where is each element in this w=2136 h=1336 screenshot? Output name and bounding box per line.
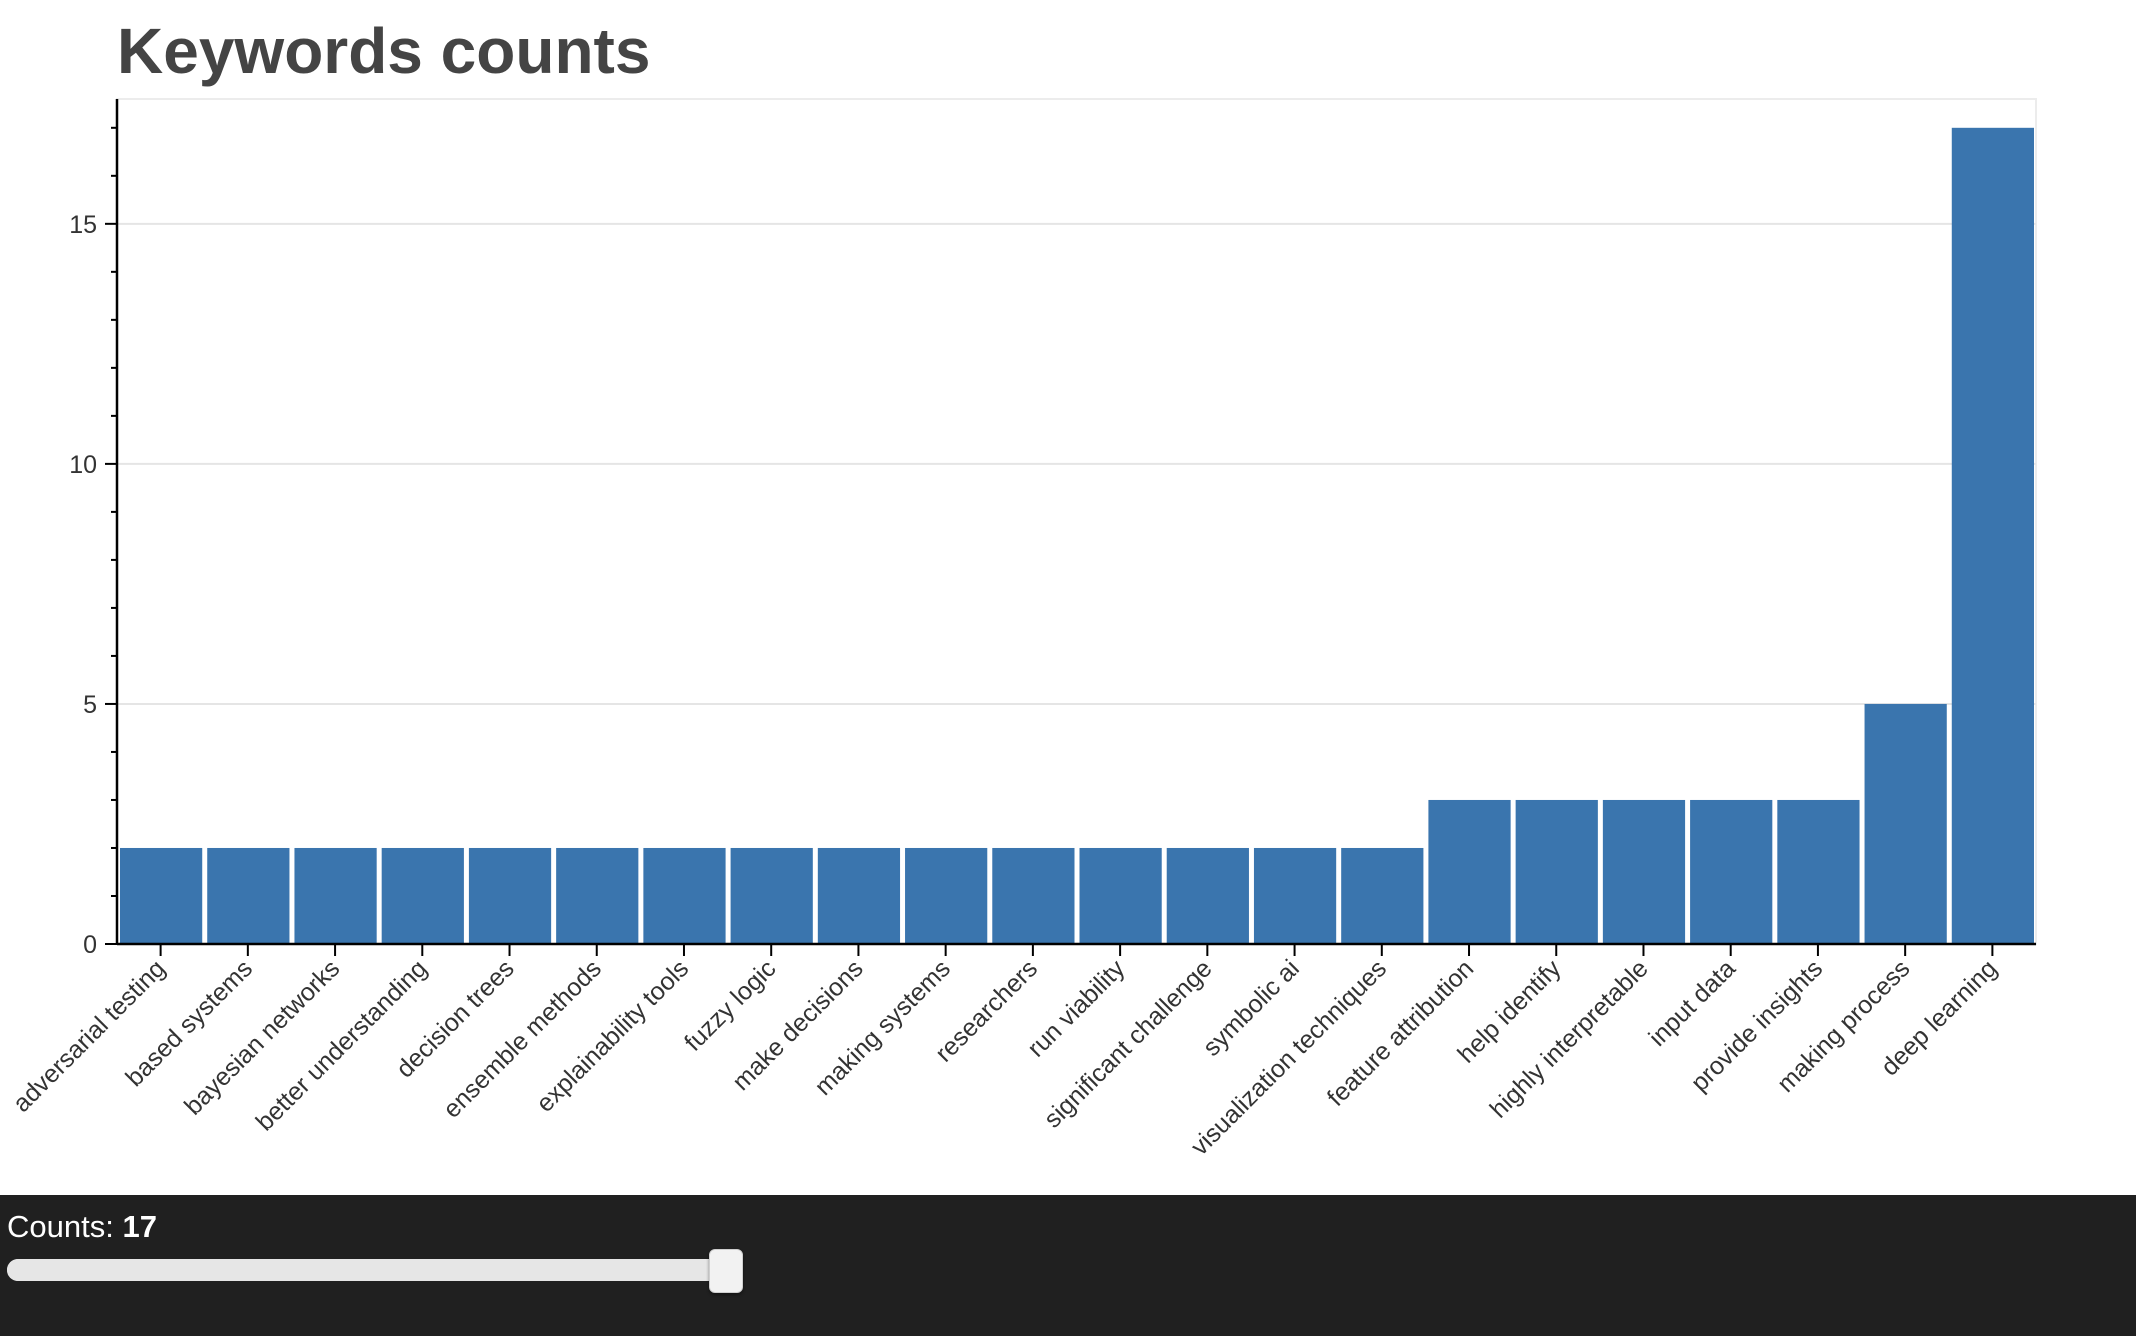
- counts-slider-fill: [7, 1259, 725, 1281]
- bar: [381, 847, 464, 944]
- bar: [1690, 799, 1773, 944]
- control-panel: Counts: 17: [0, 1195, 2136, 1336]
- x-tick-label: ensemble methods: [438, 954, 607, 1123]
- x-tick-label: significant challenge: [1039, 954, 1218, 1133]
- bar: [294, 847, 377, 944]
- counts-slider-label: Counts: 17: [7, 1209, 157, 1245]
- bar: [992, 847, 1075, 944]
- bar: [1777, 799, 1860, 944]
- bar: [1166, 847, 1249, 944]
- counts-slider-handle[interactable]: [709, 1249, 743, 1293]
- chart-title: Keywords counts: [117, 15, 651, 87]
- y-tick-label: 0: [83, 931, 97, 959]
- bars: [120, 127, 2034, 944]
- bar: [207, 847, 290, 944]
- bar: [1515, 799, 1598, 944]
- bar: [1341, 847, 1424, 944]
- x-tick-label: bayesian networks: [179, 954, 345, 1120]
- counts-slider-track[interactable]: [7, 1259, 741, 1281]
- y-axis-ticks: 0 5 10 15: [69, 126, 117, 959]
- bar: [1602, 799, 1686, 944]
- counts-value: 17: [122, 1209, 157, 1244]
- y-tick-label: 15: [69, 211, 97, 239]
- bar: [1951, 127, 2034, 944]
- bar: [1079, 847, 1162, 944]
- bar: [120, 847, 203, 944]
- bar: [1864, 703, 1947, 944]
- bar: [468, 847, 552, 944]
- axes: [115, 99, 2036, 946]
- bar: [643, 847, 726, 944]
- x-tick-label: better understanding: [251, 954, 433, 1136]
- y-tick-label: 5: [83, 691, 97, 719]
- bar: [905, 847, 988, 944]
- y-tick-label: 10: [69, 451, 97, 479]
- x-tick-label: highly interpretable: [1485, 954, 1654, 1123]
- bar: [1253, 847, 1337, 944]
- counts-label-text: Counts:: [7, 1209, 114, 1244]
- bar: [1428, 799, 1511, 944]
- x-tick-label: feature attribution: [1322, 954, 1479, 1111]
- bar: [730, 847, 813, 944]
- bar: [817, 847, 901, 944]
- bar: [556, 847, 639, 944]
- x-tick-label: explainability tools: [531, 954, 694, 1117]
- x-tick-label: adversarial testing: [8, 954, 171, 1117]
